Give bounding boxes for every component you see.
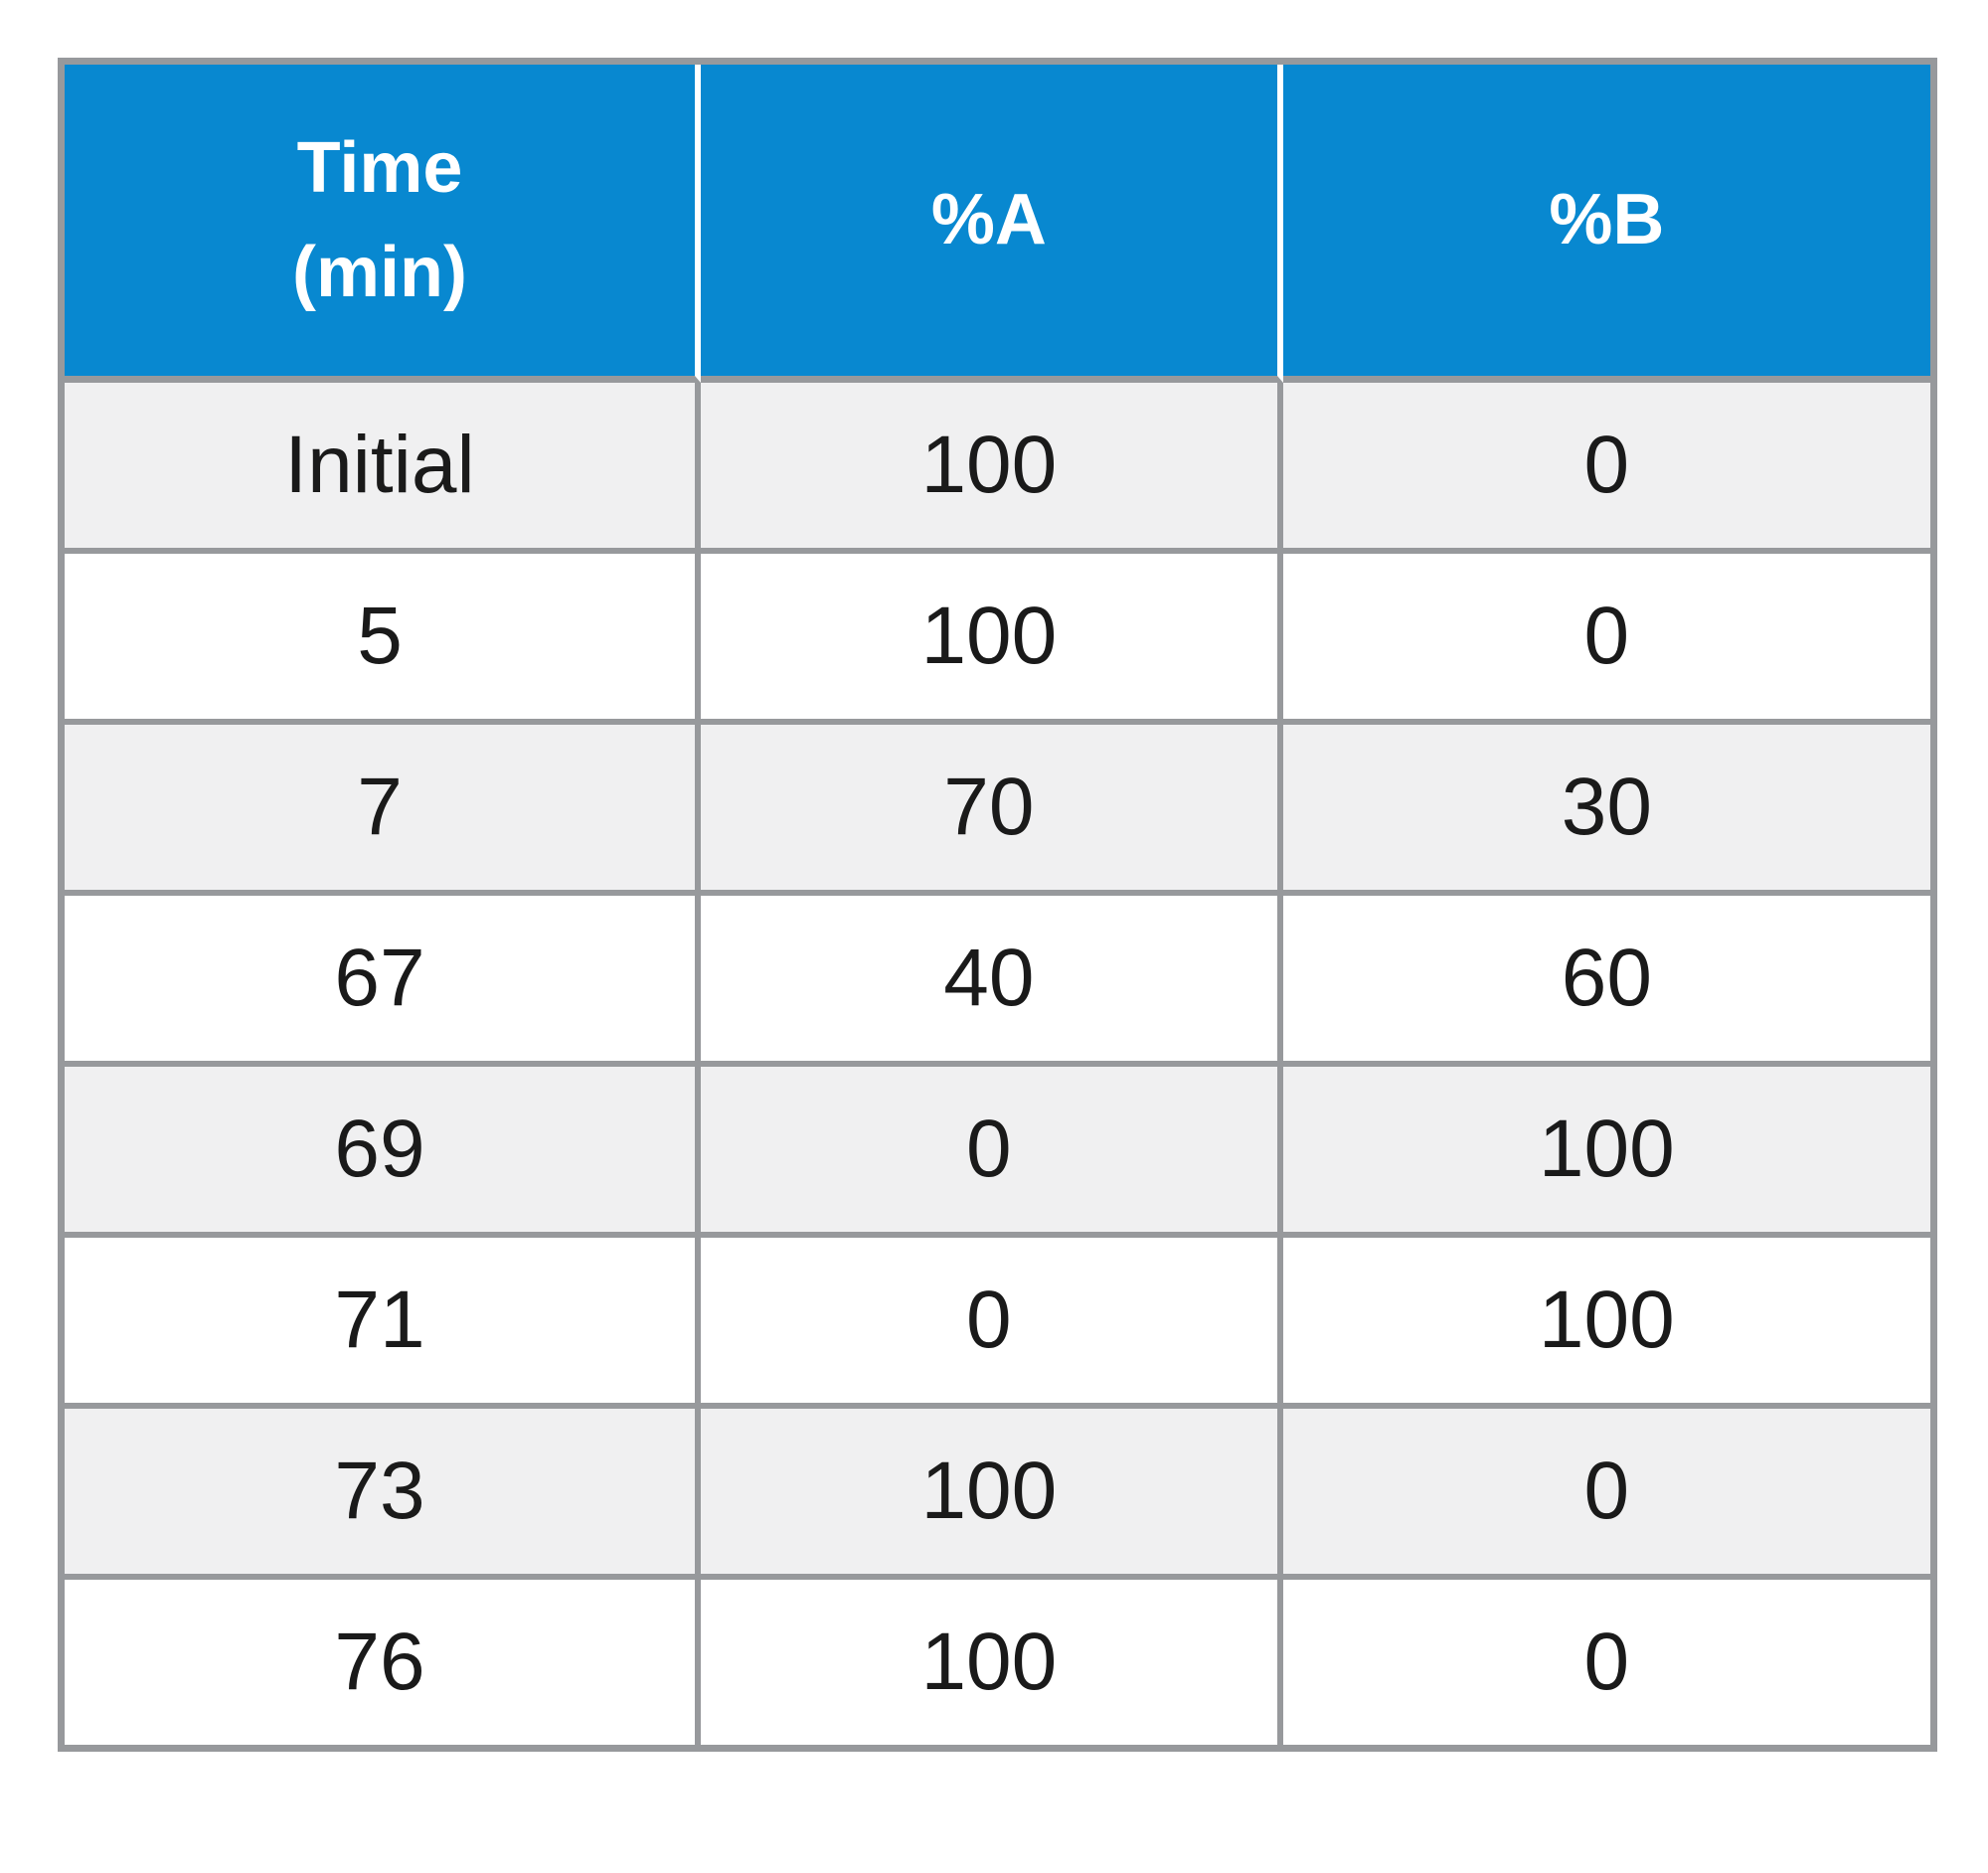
table-row: 7 70 30 (65, 725, 1930, 896)
cell-time: 7 (65, 725, 702, 896)
cell-percent-b: 30 (1282, 725, 1930, 896)
cell-percent-a: 0 (701, 1238, 1283, 1409)
cell-percent-b: 60 (1282, 896, 1930, 1067)
table-row: 67 40 60 (65, 896, 1930, 1067)
header-cell-percent-b: %B (1282, 65, 1930, 383)
cell-time: Initial (65, 383, 702, 554)
header-time-line1: Time (296, 128, 463, 209)
table-row: 73 100 0 (65, 1409, 1930, 1580)
gradient-program-table: Time (min) %A %B Initial 100 0 5 100 0 7… (58, 58, 1937, 1752)
cell-time: 5 (65, 554, 702, 725)
cell-time: 76 (65, 1580, 702, 1745)
cell-percent-b: 0 (1282, 1409, 1930, 1580)
table-row: 76 100 0 (65, 1580, 1930, 1745)
header-row: Time (min) %A %B (65, 65, 1930, 383)
table-header: Time (min) %A %B (65, 65, 1930, 383)
cell-percent-b: 100 (1282, 1238, 1930, 1409)
cell-percent-a: 70 (701, 725, 1283, 896)
cell-percent-a: 40 (701, 896, 1283, 1067)
table-row: 69 0 100 (65, 1067, 1930, 1238)
cell-percent-a: 100 (701, 1409, 1283, 1580)
cell-time: 67 (65, 896, 702, 1067)
header-cell-percent-a: %A (701, 65, 1283, 383)
table-body: Initial 100 0 5 100 0 7 70 30 67 40 60 6… (65, 383, 1930, 1745)
header-cell-time: Time (min) (65, 65, 702, 383)
cell-percent-a: 100 (701, 383, 1283, 554)
table-row: Initial 100 0 (65, 383, 1930, 554)
cell-time: 73 (65, 1409, 702, 1580)
cell-percent-b: 0 (1282, 383, 1930, 554)
cell-percent-b: 0 (1282, 1580, 1930, 1745)
cell-time: 71 (65, 1238, 702, 1409)
cell-time: 69 (65, 1067, 702, 1238)
cell-percent-b: 100 (1282, 1067, 1930, 1238)
cell-percent-a: 0 (701, 1067, 1283, 1238)
cell-percent-b: 0 (1282, 554, 1930, 725)
header-time-line2: (min) (292, 232, 467, 312)
table-row: 71 0 100 (65, 1238, 1930, 1409)
table-row: 5 100 0 (65, 554, 1930, 725)
cell-percent-a: 100 (701, 554, 1283, 725)
cell-percent-a: 100 (701, 1580, 1283, 1745)
